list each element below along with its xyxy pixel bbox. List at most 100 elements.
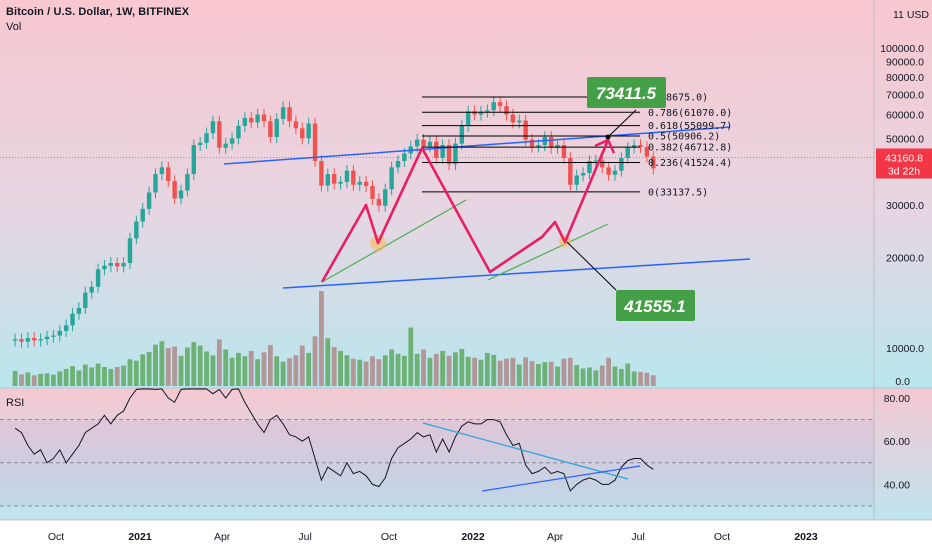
price-tick-label: 50000.0 xyxy=(886,133,924,145)
volume-bar xyxy=(644,372,650,386)
candle-body xyxy=(478,111,484,115)
volume-bar xyxy=(516,364,522,386)
volume-indicator-label[interactable]: Vol xyxy=(6,21,22,33)
candle-body xyxy=(587,161,592,174)
candle-body xyxy=(159,167,165,175)
zigzag-arrowhead xyxy=(594,138,616,154)
volume-bar xyxy=(472,357,477,386)
trend-line xyxy=(487,223,609,281)
candle-body xyxy=(434,141,439,158)
volume-bar xyxy=(293,355,299,386)
candle-body xyxy=(204,133,209,143)
volume-bar xyxy=(567,357,573,386)
volume-bar xyxy=(593,370,599,386)
target-pointer xyxy=(607,109,637,138)
candle-body xyxy=(357,181,362,185)
candle-body xyxy=(568,157,573,185)
volume-bar xyxy=(484,352,490,386)
time-tick-label: Oct xyxy=(714,531,730,543)
time-tick-label: Jul xyxy=(298,531,311,543)
candle-body xyxy=(127,238,133,264)
volume-bar xyxy=(491,354,497,386)
candle-body xyxy=(306,123,311,139)
candle-body xyxy=(134,221,139,239)
target-callout-box xyxy=(587,77,666,108)
candle-body xyxy=(606,167,611,175)
volume-bar xyxy=(574,365,580,386)
volume-bar xyxy=(25,372,31,386)
candle-body xyxy=(548,137,554,148)
candle-body xyxy=(153,174,158,193)
volume-bar xyxy=(536,364,541,386)
candle-body xyxy=(351,170,356,185)
candle-body xyxy=(197,142,203,145)
volume-bar xyxy=(382,355,388,386)
candle-body xyxy=(529,139,535,147)
symbol-title[interactable]: Bitcoin / U.S. Dollar, 1W, BITFINEX xyxy=(6,6,190,18)
time-axis-background xyxy=(0,520,932,550)
rsi-indicator-label[interactable]: RSI xyxy=(6,397,25,409)
candle-body xyxy=(178,190,184,199)
price-tick-label: 70000.0 xyxy=(886,89,924,101)
fib-level-label: 0.786(61070.0) xyxy=(648,108,732,119)
candle-body xyxy=(446,144,452,165)
volume-bar xyxy=(44,373,50,386)
candle-body xyxy=(651,156,656,169)
candle-body xyxy=(12,339,18,341)
candle-body xyxy=(440,144,445,158)
trend-line xyxy=(321,199,467,283)
candle-body xyxy=(504,106,509,115)
candle-body xyxy=(274,118,279,138)
candle-body xyxy=(76,307,82,314)
volume-bar xyxy=(114,367,120,386)
volume-bar xyxy=(274,356,280,386)
rsi-pane-background xyxy=(0,389,932,520)
time-tick-label: Apr xyxy=(214,531,231,543)
volume-bar xyxy=(459,348,465,386)
volume-bar xyxy=(631,371,637,386)
candle-body xyxy=(638,144,643,147)
candle-body xyxy=(146,192,152,209)
volume-bar xyxy=(63,368,69,386)
candle-body xyxy=(261,114,267,122)
volume-bar xyxy=(242,356,248,386)
candle-body xyxy=(523,120,528,140)
rsi-line xyxy=(14,388,654,492)
price-tick-label: 80000.0 xyxy=(886,72,924,84)
time-tick-label: 2023 xyxy=(794,531,818,543)
volume-bar xyxy=(108,368,114,386)
volume-bar xyxy=(146,351,152,386)
volume-bar xyxy=(542,362,548,386)
volume-bar xyxy=(312,336,318,386)
volume-bar xyxy=(319,291,324,386)
volume-bar xyxy=(299,345,305,386)
candle-body xyxy=(115,263,120,267)
candle-body xyxy=(280,107,286,119)
candle-body xyxy=(293,121,299,129)
candle-body xyxy=(453,143,458,165)
volume-bar xyxy=(70,366,75,386)
candle-body xyxy=(497,102,503,107)
volume-bar xyxy=(306,352,312,386)
candle-body xyxy=(185,174,190,191)
volume-bar xyxy=(210,355,216,386)
volume-bar xyxy=(370,356,375,386)
price-pane-background xyxy=(0,0,932,387)
volume-bar xyxy=(465,356,471,386)
candle-body xyxy=(217,121,222,148)
volume-bar xyxy=(82,364,88,386)
candle-body xyxy=(63,325,69,331)
volume-bar xyxy=(185,347,190,386)
price-tick-label: 90000.0 xyxy=(886,57,924,69)
last-price-tag xyxy=(876,148,932,179)
volume-bar xyxy=(587,367,592,386)
volume-bar xyxy=(76,370,82,386)
volume-bar xyxy=(248,350,254,386)
volume-bar xyxy=(548,361,554,386)
volume-bar xyxy=(376,359,382,386)
volume-bar xyxy=(121,365,126,386)
candle-body xyxy=(223,143,228,148)
price-tick-label: 30000.0 xyxy=(886,200,924,212)
candle-body xyxy=(485,110,490,112)
